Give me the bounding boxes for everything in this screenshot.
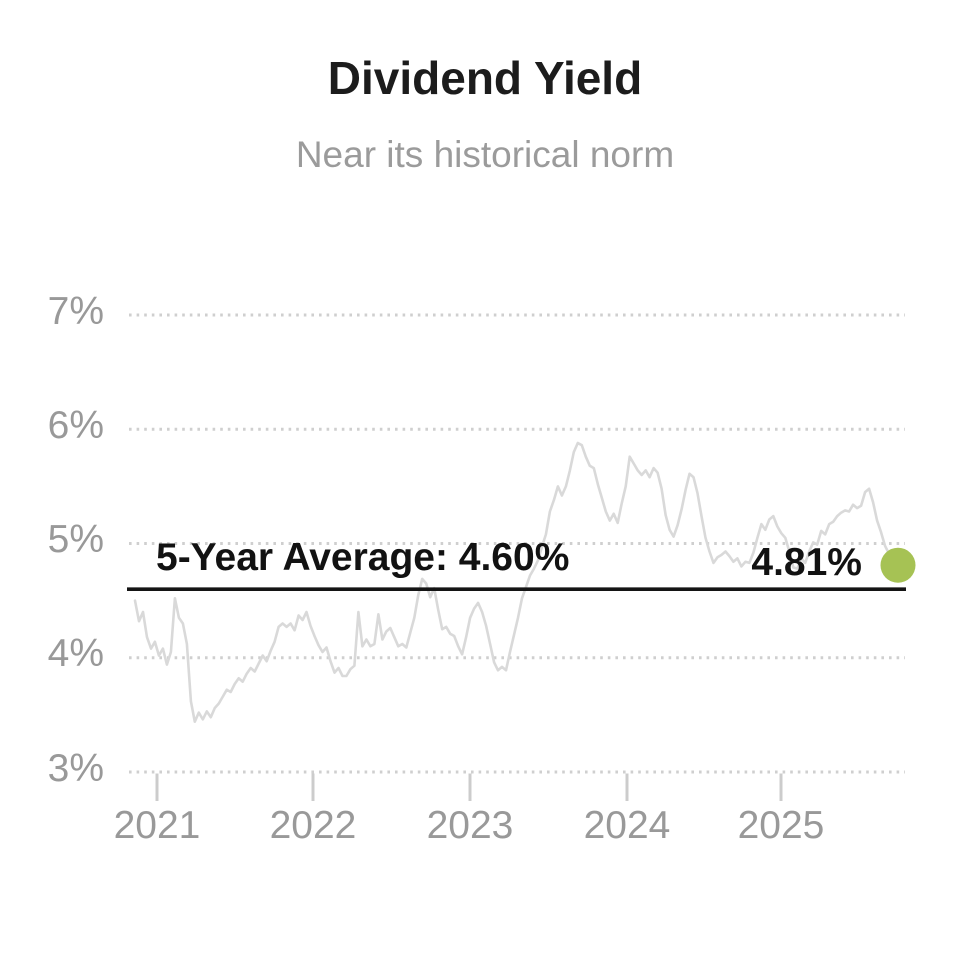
x-axis-label-2025: 2025 bbox=[737, 804, 825, 847]
y-axis-label-5pct: 5% bbox=[47, 518, 104, 561]
y-axis-label-7pct: 7% bbox=[47, 290, 104, 333]
average-line-label: 5-Year Average: 4.60% bbox=[156, 536, 570, 579]
latest-value-label: 4.81% bbox=[751, 541, 862, 584]
latest-point-dot bbox=[880, 547, 916, 583]
x-axis-label-2024: 2024 bbox=[583, 804, 671, 847]
x-axis-label-2022: 2022 bbox=[269, 804, 357, 847]
page-subtitle: Near its historical norm bbox=[295, 134, 675, 175]
y-axis-label-4pct: 4% bbox=[47, 632, 104, 675]
x-axis-label-2023: 2023 bbox=[426, 804, 514, 847]
x-axis-label-2021: 2021 bbox=[113, 804, 201, 847]
y-axis-label-3pct: 3% bbox=[47, 747, 104, 790]
dividend-yield-series-line bbox=[133, 441, 899, 724]
page-title: Dividend Yield bbox=[327, 52, 643, 104]
y-axis-label-6pct: 6% bbox=[47, 404, 104, 447]
